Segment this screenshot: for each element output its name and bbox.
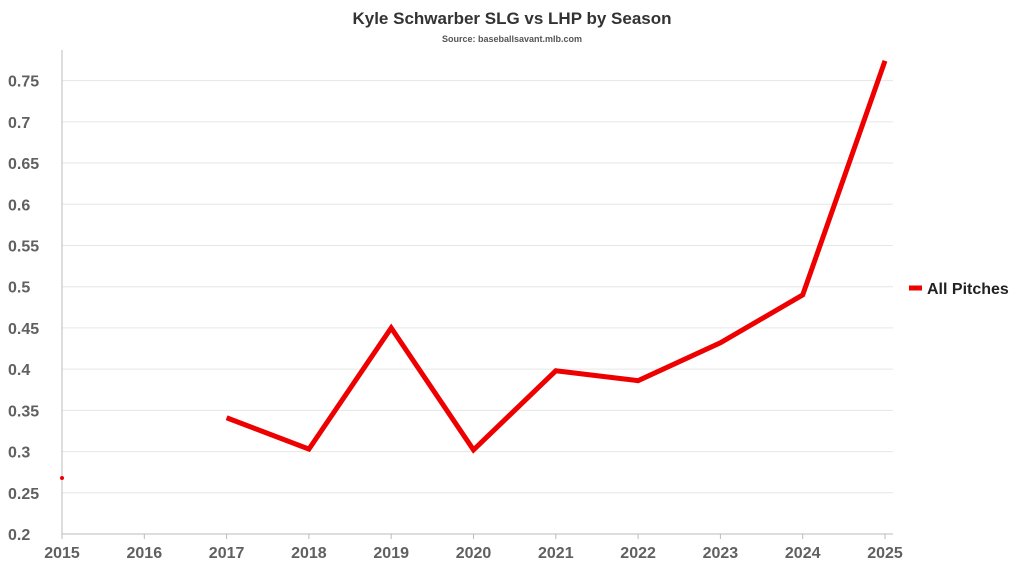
x-tick-label: 2025 — [867, 545, 903, 562]
x-tick-label: 2022 — [620, 545, 656, 562]
x-tick-label: 2020 — [456, 545, 492, 562]
y-tick-label: 0.2 — [8, 527, 30, 544]
gridlines — [61, 50, 893, 539]
y-tick-label: 0.25 — [8, 486, 39, 503]
x-tick-label: 2016 — [127, 545, 163, 562]
x-tick-label: 2015 — [44, 545, 80, 562]
x-tick-label: 2017 — [209, 545, 245, 562]
chart-subtitle: Source: baseballsavant.mlb.com — [442, 34, 582, 44]
y-tick-label: 0.7 — [8, 115, 30, 132]
data-point — [60, 475, 64, 480]
legend-label: All Pitches — [927, 281, 1009, 298]
series-line — [225, 59, 888, 454]
x-tick-label: 2023 — [703, 545, 739, 562]
x-tick-label: 2024 — [785, 545, 821, 562]
y-tick-label: 0.3 — [8, 445, 30, 462]
y-axis-tick-labels: 0.2 0.25 0.3 0.35 0.4 0.45 0.5 0.55 0.6 0.65 0.7 0.… — [8, 74, 39, 544]
y-tick-label: 0.45 — [8, 321, 39, 338]
y-tick-label: 0.6 — [8, 197, 30, 214]
x-tick-label: 2018 — [291, 545, 327, 562]
y-tick-label: 0.75 — [8, 74, 39, 91]
series-lines — [60, 59, 888, 480]
x-tick-label: 2019 — [373, 545, 409, 562]
y-tick-label: 0.65 — [8, 156, 39, 173]
chart-title: Kyle Schwarber SLG vs LHP by Season — [352, 9, 671, 28]
y-tick-label: 0.55 — [8, 238, 39, 255]
x-axis-tick-labels: 2015 2016 2017 2018 2019 2020 2021 2022 2023 2024… — [44, 545, 903, 562]
y-tick-label: 0.35 — [8, 403, 39, 420]
x-tick-label: 2021 — [538, 545, 574, 562]
legend: All Pitches — [909, 281, 1009, 298]
y-tick-label: 0.4 — [8, 362, 30, 379]
y-tick-label: 0.5 — [8, 280, 30, 297]
